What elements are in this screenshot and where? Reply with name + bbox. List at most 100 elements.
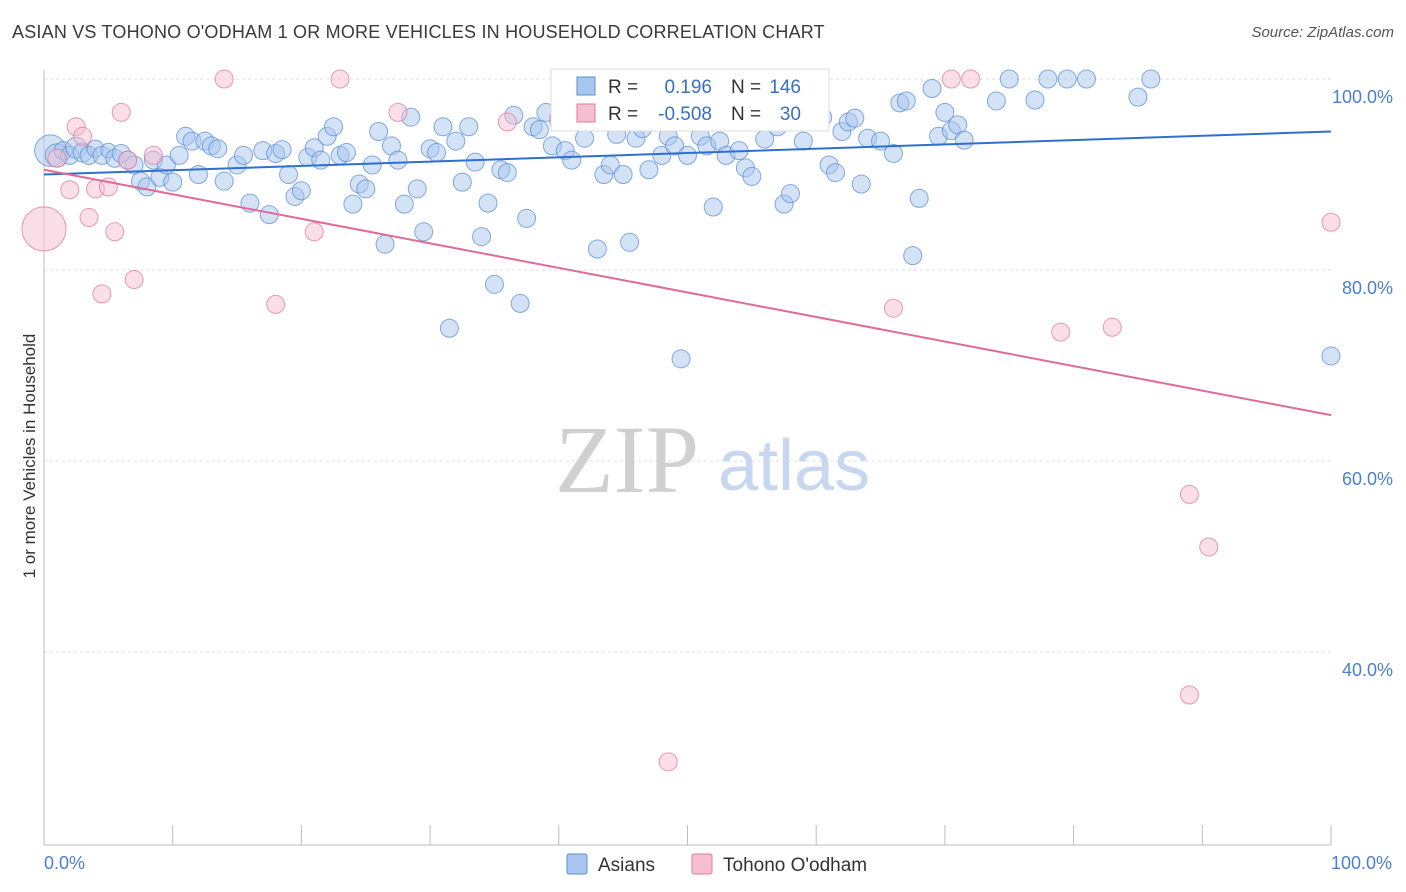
point-points-asian-108: [793, 131, 813, 151]
point-points-asian-122: [903, 246, 923, 266]
stats-n-value-tohono: 30: [780, 104, 801, 125]
stats-legend: R = 0.196 N = 146 R = -0.508 N = 30: [550, 68, 830, 132]
point-points-asian-94: [671, 349, 691, 369]
point-points-asian-44: [336, 143, 356, 163]
point-points-tohono-5: [79, 207, 99, 227]
point-points-asian-107: [780, 184, 800, 204]
stats-legend-box: [550, 68, 830, 132]
point-points-asian-87: [620, 232, 640, 252]
stats-n-value-asian: 146: [769, 77, 801, 98]
point-points-tohono-14: [214, 69, 234, 89]
point-points-asian-112: [826, 163, 846, 183]
y-tick-label-0: 100.0%: [1332, 87, 1393, 107]
point-points-tohono-28: [1179, 685, 1199, 705]
point-points-asian-72: [517, 208, 537, 228]
stats-n-label-asian: N =: [731, 77, 761, 98]
trend-line-asians: [43, 130, 1332, 176]
stats-swatch-asian: [576, 76, 596, 96]
point-points-tohono-9: [105, 222, 125, 242]
point-points-asian-66: [478, 193, 498, 213]
point-points-asian-134: [1057, 69, 1077, 89]
point-points-asian-62: [452, 172, 472, 192]
point-points-asian-133: [1038, 69, 1058, 89]
y-axis-title: 1 or more Vehicles in Household: [20, 334, 39, 579]
point-points-asian-19: [163, 172, 183, 192]
point-points-asian-34: [272, 140, 292, 160]
point-points-tohono-16: [304, 222, 324, 242]
point-points-asian-95: [678, 145, 697, 165]
x-tick-label-max: 100.0%: [1331, 853, 1392, 873]
stats-r-value-asian: 0.196: [664, 77, 712, 98]
point-points-asian-26: [208, 139, 228, 159]
point-points-asian-56: [414, 222, 434, 242]
point-points-asian-40: [311, 150, 331, 170]
point-points-asian-69: [497, 163, 517, 183]
stats-r-value-tohono: -0.508: [658, 104, 712, 125]
point-points-asian-138: [1321, 346, 1341, 366]
point-points-asian-45: [343, 194, 363, 214]
point-points-tohono-13: [143, 145, 163, 165]
point-points-asian-132: [1025, 90, 1045, 110]
point-points-asian-50: [375, 234, 395, 254]
point-points-asian-49: [369, 122, 389, 142]
point-points-asian-20: [169, 145, 189, 165]
point-points-tohono-30: [1321, 212, 1341, 232]
point-points-asian-123: [909, 188, 929, 208]
point-points-tohono-10: [111, 102, 131, 122]
point-points-tohono-17: [330, 69, 350, 89]
point-points-asian-37: [291, 181, 311, 201]
point-points-asian-42: [324, 117, 344, 137]
series-asians: [34, 69, 1341, 369]
point-points-asian-48: [362, 155, 382, 175]
point-points-asian-91: [652, 145, 672, 165]
watermark-zip: ZIP: [555, 406, 699, 513]
chart-title: ASIAN VS TOHONO O'ODHAM 1 OR MORE VEHICL…: [12, 22, 825, 42]
point-points-asian-47: [356, 179, 376, 199]
point-points-tohono-2: [60, 180, 80, 200]
point-points-tohono-21: [658, 752, 678, 772]
point-points-tohono-25: [1051, 322, 1071, 342]
point-points-asian-137: [1141, 69, 1161, 89]
y-tick-label-2: 60.0%: [1342, 469, 1393, 489]
point-points-asian-35: [279, 165, 299, 184]
point-points-asian-131: [999, 69, 1019, 89]
point-points-tohono-23: [941, 69, 961, 89]
point-points-asian-93: [665, 136, 685, 156]
point-points-asian-124: [922, 79, 942, 99]
point-points-asian-135: [1076, 69, 1096, 89]
point-points-asian-55: [407, 179, 427, 199]
point-points-tohono-26: [1102, 317, 1122, 337]
point-points-asian-29: [233, 145, 253, 165]
point-points-asian-61: [446, 131, 466, 151]
source-label: Source: ZipAtlas.com: [1251, 24, 1394, 41]
point-points-asian-67: [484, 274, 504, 294]
trend-lines: [43, 130, 1332, 417]
point-points-tohono-4: [73, 126, 93, 146]
point-points-asian-82: [587, 239, 607, 259]
stats-r-label-tohono: R =: [608, 104, 638, 125]
y-tick-label-3: 40.0%: [1342, 660, 1393, 680]
point-points-asian-90: [639, 160, 659, 180]
point-points-asian-98: [703, 197, 723, 217]
legend-label-tohono: Tohono O'odham: [723, 855, 867, 876]
series-legend: Asians Tohono O'odham: [566, 853, 867, 876]
point-points-tohono-12: [124, 270, 144, 290]
point-points-asian-64: [465, 152, 485, 172]
point-points-asian-130: [986, 91, 1006, 111]
point-points-asian-71: [510, 293, 530, 313]
point-points-asian-27: [214, 171, 234, 191]
point-points-asian-59: [433, 117, 453, 137]
stats-n-label-tohono: N =: [731, 104, 761, 125]
point-points-asian-86: [613, 165, 633, 184]
point-points-tohono-1: [47, 148, 67, 168]
point-points-tohono-11: [118, 150, 138, 170]
point-points-asian-63: [459, 117, 479, 137]
point-points-asian-79: [562, 150, 582, 170]
point-points-asian-119: [883, 143, 903, 163]
point-points-tohono-0: [21, 206, 67, 252]
point-points-asian-136: [1128, 87, 1148, 107]
y-tick-label-1: 80.0%: [1342, 278, 1393, 298]
point-points-asian-129: [954, 130, 974, 150]
point-points-asian-103: [742, 166, 762, 186]
